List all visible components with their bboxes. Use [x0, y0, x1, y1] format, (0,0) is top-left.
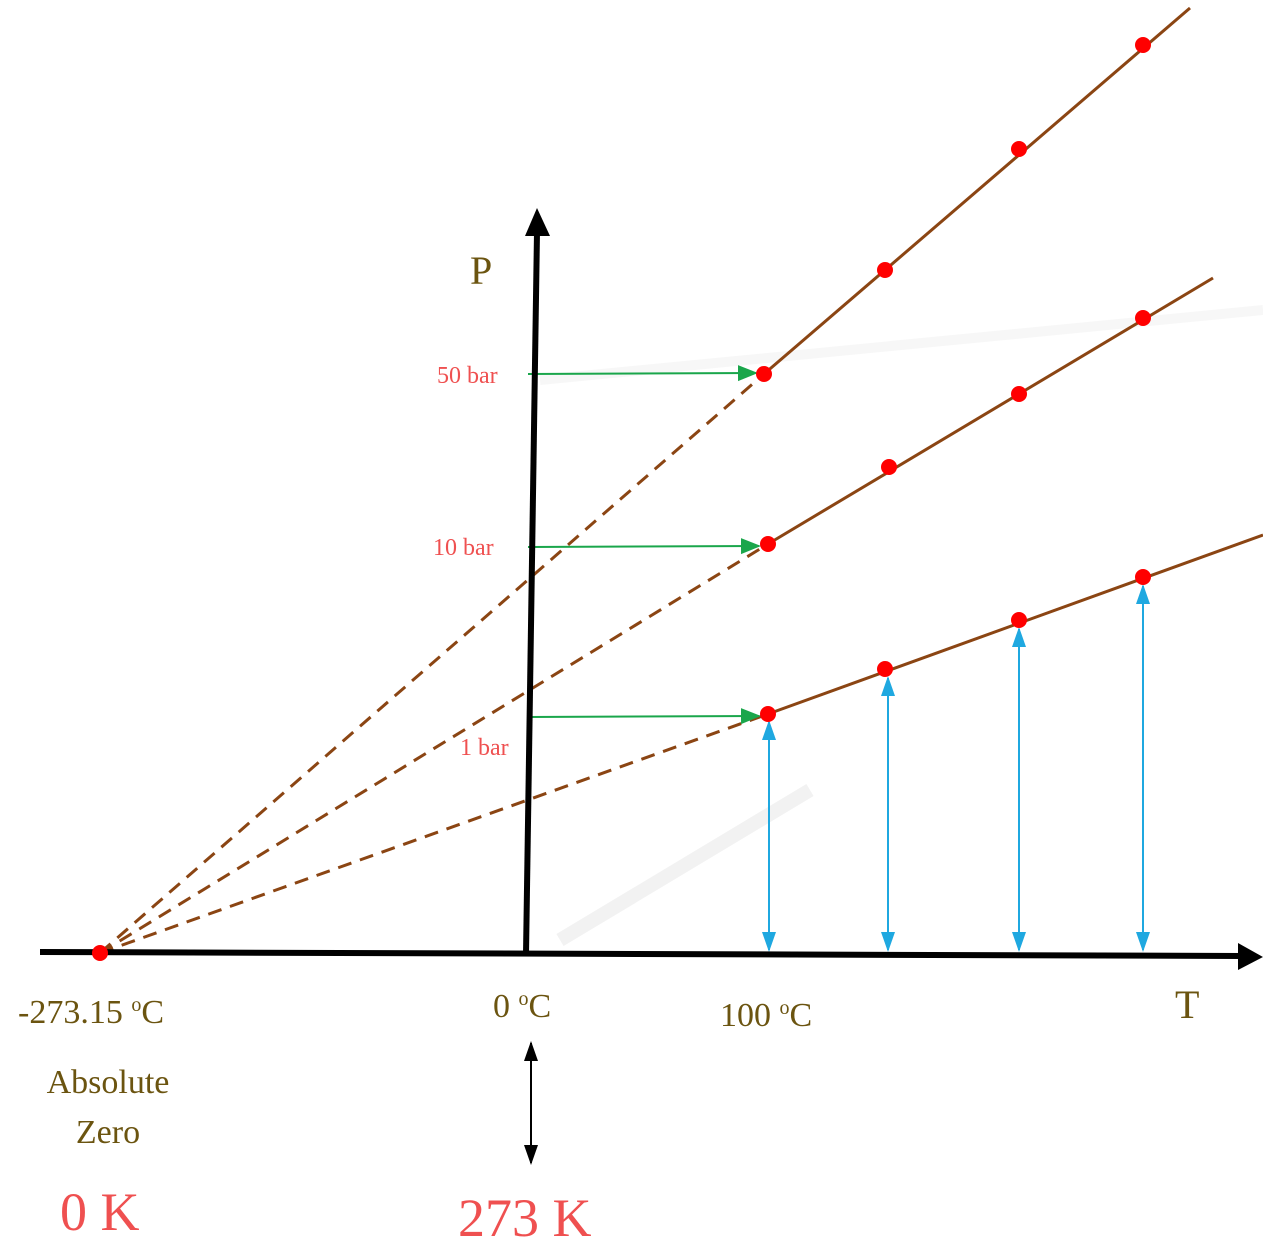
pressure-arrow-1-bar	[527, 708, 761, 725]
data-point	[1011, 141, 1027, 157]
isobar-lines	[763, 6, 1263, 716]
temperature-label-zero: 0 oC	[493, 988, 551, 1025]
data-points	[92, 37, 1151, 961]
data-point	[760, 536, 776, 552]
data-point	[760, 706, 776, 722]
data-point	[756, 366, 772, 382]
temperature-arrows	[762, 584, 1150, 952]
pressure-arrow-10-bar	[527, 538, 761, 555]
kelvin-label-273: 273 K	[458, 1188, 592, 1242]
data-point	[92, 945, 108, 961]
data-point	[1135, 310, 1151, 326]
data-point	[881, 459, 897, 475]
pressure-arrow-50-bar	[527, 365, 758, 382]
isobar-50-bar	[763, 6, 1191, 376]
temperature-axis-label: T	[1175, 982, 1199, 1027]
pressure-axis-label: P	[470, 248, 492, 293]
temperature-label-hundred: 100 oC	[720, 997, 812, 1034]
pressure-label-10-bar: 10 bar	[433, 535, 494, 561]
temperature-axis-arrowhead	[1238, 943, 1263, 970]
pressure-label-1-bar: 1 bar	[460, 735, 509, 761]
axes	[39, 208, 1263, 970]
data-point	[1011, 612, 1027, 628]
absolute-zero-label-line2: Zero	[76, 1114, 140, 1151]
temperature-label-absolute-zero: -273.15 oC	[18, 994, 164, 1031]
pressure-label-50-bar: 50 bar	[437, 363, 498, 389]
extrapolation-1-bar	[99, 712, 769, 955]
data-point	[877, 661, 893, 677]
background-shading	[539, 305, 1263, 947]
extrapolation-lines	[99, 372, 769, 955]
extrapolation-50-bar	[99, 372, 765, 955]
data-point	[1135, 37, 1151, 53]
data-point	[877, 262, 893, 278]
extrapolation-10-bar	[99, 542, 769, 955]
data-point	[1011, 386, 1027, 402]
pressure-axis-arrowhead	[525, 208, 550, 236]
pressure-arrows	[527, 365, 761, 725]
data-point	[1135, 569, 1151, 585]
absolute-zero-label-line1: Absolute	[47, 1064, 170, 1101]
pressure-axis	[523, 231, 540, 955]
kelvin-label-zero: 0 K	[60, 1182, 140, 1242]
temperature-axis	[39, 949, 1243, 959]
